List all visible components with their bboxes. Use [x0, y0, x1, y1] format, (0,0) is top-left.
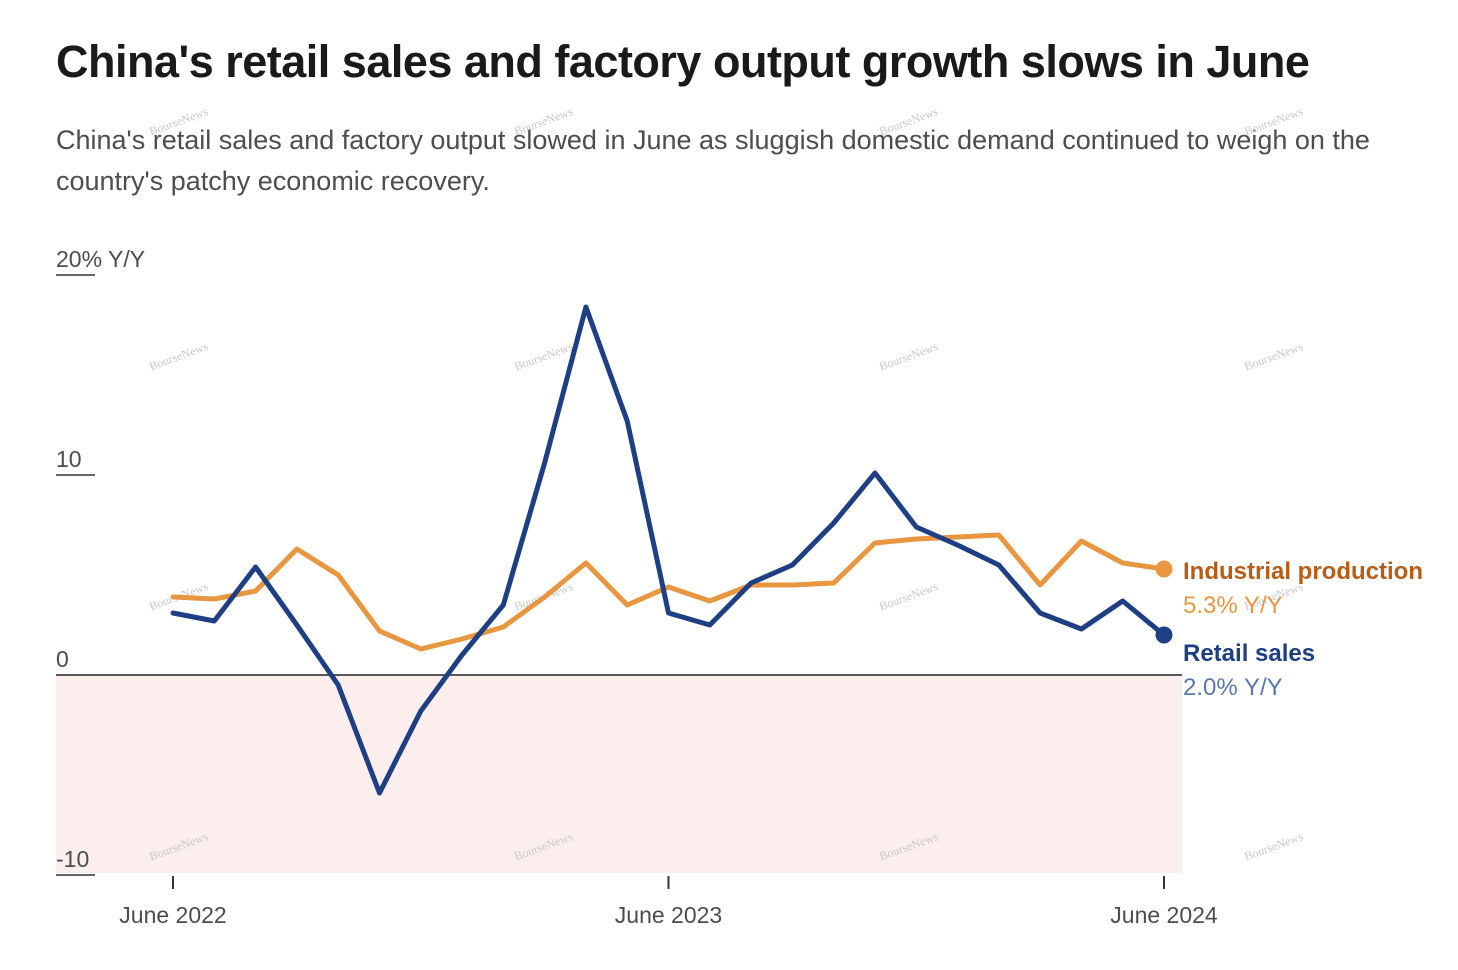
- x-tick-label: June 2023: [615, 902, 722, 928]
- y-tick-label: 20% Y/Y: [56, 246, 145, 272]
- watermark-text: BourseNews: [1242, 339, 1305, 373]
- y-tick-label: -10: [56, 846, 89, 872]
- y-tick-label: 0: [56, 646, 69, 672]
- retail-sales-line: [170, 304, 1167, 796]
- x-tick-label: June 2022: [119, 902, 226, 928]
- watermark-text: BourseNews: [1242, 104, 1305, 138]
- watermark-text: BourseNews: [512, 104, 575, 138]
- y-tick-label: 10: [56, 446, 82, 472]
- end-labels: Industrial production 5.3% Y/Y Retail sale…: [1183, 558, 1423, 701]
- x-axis: June 2022 June 2023 June 2024: [119, 876, 1218, 928]
- negative-zone-shading: [56, 675, 1182, 873]
- industrial-production-line: [170, 532, 1167, 652]
- watermark-text: BourseNews: [512, 339, 575, 373]
- industrial-production-value: 5.3% Y/Y: [1183, 592, 1283, 619]
- industrial-production-label: Industrial production: [1183, 558, 1423, 585]
- retail-sales-label: Retail sales: [1183, 640, 1315, 667]
- industrial-production-end-dot: [1155, 560, 1173, 578]
- y-axis: 20% Y/Y 10 0 -10: [56, 246, 145, 876]
- series-layer: [170, 304, 1173, 796]
- x-tick-label: June 2024: [1110, 902, 1218, 928]
- subtitle-line-1: China's retail sales and factory output …: [56, 125, 1370, 155]
- watermark-text: BourseNews: [877, 339, 940, 373]
- chart-title: China's retail sales and factory output …: [56, 36, 1310, 87]
- watermark-text: BourseNews: [877, 104, 940, 138]
- subtitle-line-2: country's patchy economic recovery.: [56, 166, 490, 196]
- chart-subtitle: China's retail sales and factory output …: [56, 120, 1458, 202]
- watermark-text: BourseNews: [147, 104, 210, 138]
- watermark-text: BourseNews: [1242, 829, 1305, 863]
- retail-sales-value: 2.0% Y/Y: [1183, 674, 1283, 701]
- watermark-text: BourseNews: [147, 339, 210, 373]
- retail-sales-end-dot: [1155, 626, 1173, 644]
- watermark-text: BourseNews: [877, 579, 940, 613]
